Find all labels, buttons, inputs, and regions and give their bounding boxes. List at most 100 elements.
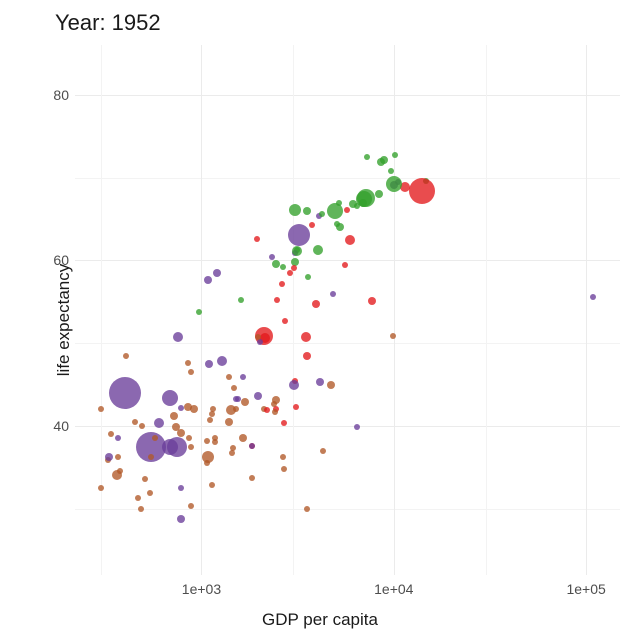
scatter-point (272, 409, 278, 415)
scatter-point (177, 515, 185, 523)
scatter-point (98, 406, 104, 412)
scatter-point (186, 435, 192, 441)
grid-line (75, 260, 620, 261)
scatter-point (257, 339, 263, 345)
grid-line (75, 178, 620, 179)
scatter-point (364, 154, 370, 160)
scatter-point (241, 398, 249, 406)
grid-line (486, 45, 487, 575)
scatter-point (274, 297, 280, 303)
scatter-point (280, 454, 286, 460)
scatter-point (269, 254, 275, 260)
chart-container: Year: 1952 life expectancy GDP per capit… (0, 0, 640, 640)
scatter-point (345, 235, 355, 245)
scatter-point (289, 204, 301, 216)
scatter-point (105, 453, 113, 461)
scatter-point (188, 444, 194, 450)
y-tick-label: 80 (45, 87, 69, 103)
scatter-point (178, 405, 184, 411)
scatter-point (204, 276, 212, 284)
grid-line (586, 45, 587, 575)
scatter-point (132, 419, 138, 425)
scatter-point (108, 431, 114, 437)
scatter-point (148, 454, 154, 460)
scatter-point (202, 451, 214, 463)
scatter-point (292, 246, 302, 256)
grid-line (101, 45, 102, 575)
y-tick-label: 60 (45, 252, 69, 268)
scatter-point (230, 445, 236, 451)
plot-panel (75, 45, 620, 575)
scatter-point (154, 418, 164, 428)
scatter-point (354, 424, 360, 430)
scatter-point (184, 403, 192, 411)
scatter-point (212, 439, 218, 445)
scatter-point (312, 300, 320, 308)
scatter-point (291, 265, 297, 271)
scatter-point (209, 482, 215, 488)
scatter-point (167, 437, 187, 457)
grid-line (75, 95, 620, 96)
scatter-point (303, 352, 311, 360)
scatter-point (135, 495, 141, 501)
scatter-point (357, 189, 375, 207)
scatter-point (375, 190, 383, 198)
scatter-point (188, 369, 194, 375)
scatter-point (225, 418, 233, 426)
scatter-point (301, 332, 311, 342)
x-tick-label: 1e+03 (182, 581, 221, 597)
scatter-point (254, 392, 262, 400)
scatter-point (123, 353, 129, 359)
scatter-point (264, 407, 270, 413)
scatter-point (152, 435, 158, 441)
scatter-point (280, 264, 286, 270)
scatter-point (138, 506, 144, 512)
scatter-point (388, 168, 394, 174)
scatter-point (281, 466, 287, 472)
scatter-point (303, 207, 311, 215)
grid-line (293, 45, 294, 575)
scatter-point (142, 476, 148, 482)
scatter-point (342, 262, 348, 268)
x-tick-label: 1e+04 (374, 581, 413, 597)
scatter-point (392, 152, 398, 158)
scatter-point (178, 485, 184, 491)
y-tick-label: 40 (45, 418, 69, 434)
scatter-point (173, 332, 183, 342)
scatter-point (233, 396, 239, 402)
scatter-point (313, 245, 323, 255)
scatter-point (109, 377, 141, 409)
scatter-point (281, 420, 287, 426)
grid-line (75, 509, 620, 510)
scatter-point (279, 281, 285, 287)
y-axis-label: life expectancy (54, 264, 74, 376)
scatter-point (590, 294, 596, 300)
scatter-point (282, 318, 288, 324)
scatter-point (112, 470, 122, 480)
scatter-point (254, 236, 260, 242)
scatter-point (316, 378, 324, 386)
scatter-point (231, 385, 237, 391)
scatter-point (293, 404, 299, 410)
x-tick-label: 1e+05 (566, 581, 605, 597)
scatter-point (327, 203, 343, 219)
scatter-point (239, 434, 247, 442)
scatter-point (334, 221, 340, 227)
scatter-point (172, 423, 180, 431)
x-axis-label: GDP per capita (0, 610, 640, 630)
scatter-point (217, 356, 227, 366)
scatter-point (238, 297, 244, 303)
scatter-point (188, 503, 194, 509)
scatter-point (386, 176, 402, 192)
scatter-point (162, 390, 178, 406)
scatter-point (115, 454, 121, 460)
scatter-point (255, 334, 261, 340)
scatter-point (327, 381, 335, 389)
scatter-point (368, 297, 376, 305)
scatter-point (271, 401, 277, 407)
scatter-point (170, 412, 178, 420)
scatter-point (344, 207, 350, 213)
scatter-point (98, 485, 104, 491)
scatter-point (289, 380, 299, 390)
scatter-point (377, 158, 385, 166)
